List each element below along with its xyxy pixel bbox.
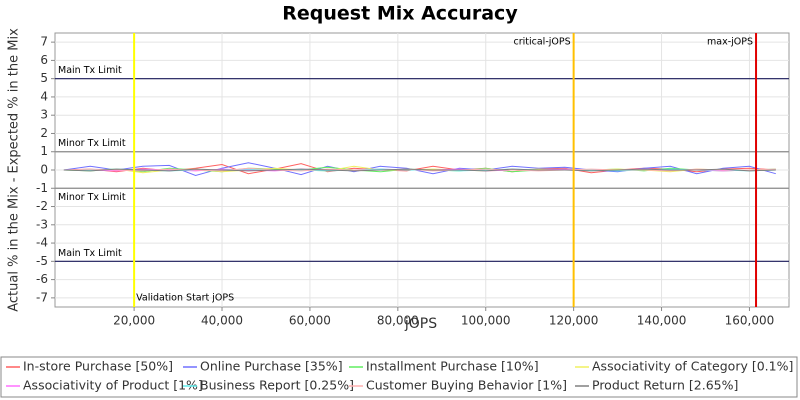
y-tick-label: -6 [36,272,48,286]
legend-label: Product Return [2.65%] [592,378,738,393]
x-tick-label: 140,000 [637,314,687,328]
marker-label: critical-jOPS [514,37,571,48]
y-tick-label: -1 [36,181,48,195]
x-tick-label: 80,000 [377,314,419,328]
y-tick-label: -3 [36,217,48,231]
legend-box [0,356,798,398]
y-tick-label: 6 [40,53,48,67]
limit-label: Main Tx Limit [58,65,122,76]
legend-label: Associativity of Product [1%] [23,378,203,393]
y-tick-label: -2 [36,199,48,213]
x-tick-label: 60,000 [289,314,331,328]
legend-label: Customer Buying Behavior [1%] [366,378,567,393]
x-tick-label: 120,000 [549,314,599,328]
limit-label: Minor Tx Limit [58,138,126,149]
limit-label: Minor Tx Limit [58,192,126,203]
y-axis-label: Actual % in the Mix - Expected % in the … [7,28,22,312]
series-line [63,168,776,172]
y-tick-label: -4 [36,236,48,250]
legend-label: Online Purchase [35%] [200,359,343,374]
y-tick-label: 3 [40,108,48,122]
y-tick-label: 5 [40,71,48,85]
y-tick-label: 7 [40,35,48,49]
limit-label: Main Tx Limit [58,248,122,259]
legend-label: Associativity of Category [0.1%] [592,359,793,374]
y-tick-label: -7 [36,290,48,304]
x-tick-label: 160,000 [725,314,775,328]
marker-label: max-jOPS [707,37,753,48]
chart-title: Request Mix Accuracy [282,3,518,25]
legend-label: In-store Purchase [50%] [23,359,173,374]
y-tick-label: 4 [40,89,48,103]
y-tick-label: 1 [40,144,48,158]
x-tick-label: 40,000 [201,314,243,328]
legend-label: Installment Purchase [10%] [366,359,539,374]
y-tick-label: 0 [40,163,48,177]
legend-label: Business Report [0.25%] [200,378,354,393]
y-tick-label: -5 [36,254,48,268]
x-axis-label: jOPS [404,316,437,332]
x-tick-label: 20,000 [113,314,155,328]
marker-label: Validation Start jOPS [136,293,234,304]
x-tick-label: 100,000 [461,314,511,328]
y-tick-label: 2 [40,126,48,140]
